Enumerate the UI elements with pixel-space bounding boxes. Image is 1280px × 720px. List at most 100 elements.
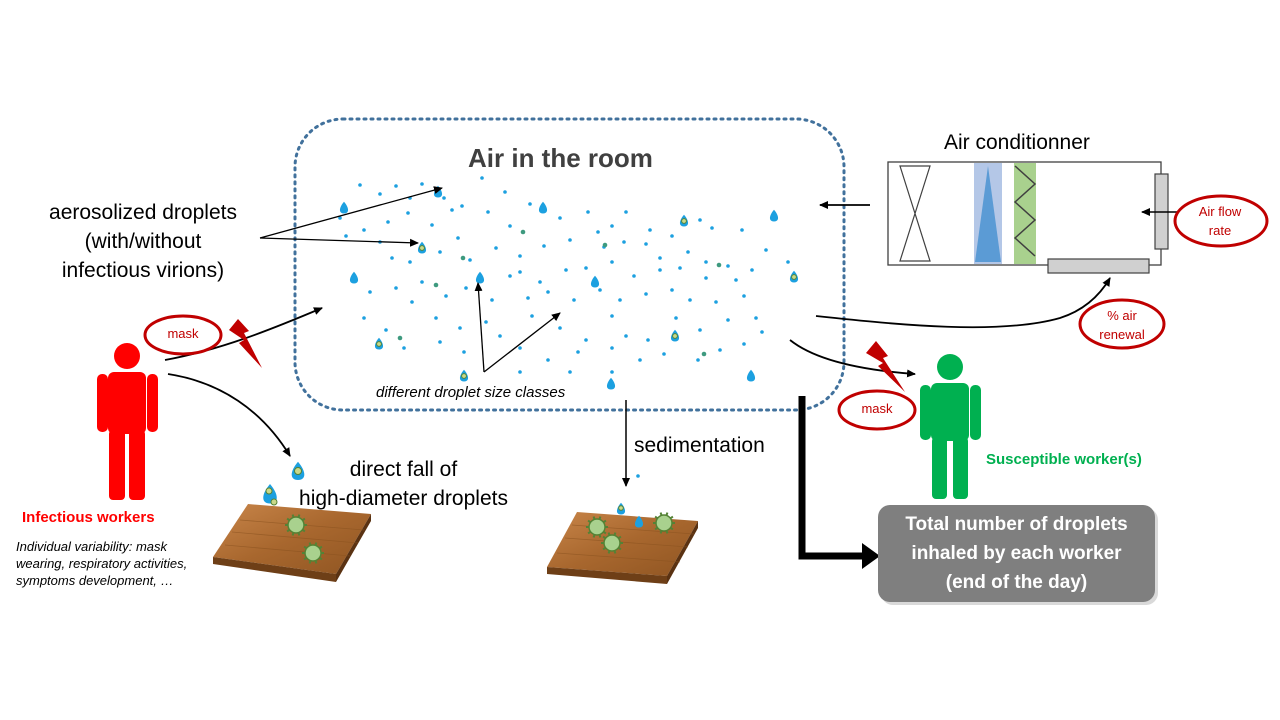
aerosol-line-1: aerosolized droplets bbox=[49, 201, 237, 224]
small-droplet-icon bbox=[636, 474, 640, 478]
small-droplet-icon bbox=[344, 234, 348, 238]
small-droplet-icon bbox=[410, 300, 414, 304]
airflow-label: Air flow rate bbox=[1172, 202, 1268, 240]
sedimentation-label: sedimentation bbox=[634, 434, 765, 457]
total-line-2: inhaled by each worker bbox=[911, 543, 1122, 564]
small-droplet-icon bbox=[754, 316, 758, 320]
small-droplet-icon bbox=[764, 248, 768, 252]
small-droplet-icon bbox=[658, 268, 662, 272]
small-droplet-icon bbox=[704, 276, 708, 280]
aerosol-label: aerosolized droplets (with/without infec… bbox=[28, 198, 258, 285]
small-droplet-icon bbox=[518, 370, 522, 374]
droplet-icon bbox=[769, 209, 779, 222]
small-droplet-icon bbox=[430, 223, 434, 227]
room-boundary bbox=[293, 117, 846, 412]
virion-icon bbox=[601, 532, 623, 554]
small-droplet-icon bbox=[688, 298, 692, 302]
small-droplet-icon bbox=[358, 183, 362, 187]
small-droplet-icon bbox=[480, 176, 484, 180]
small-droplet-icon bbox=[696, 358, 700, 362]
small-droplet-icon bbox=[390, 256, 394, 260]
small-droplet-icon bbox=[438, 340, 442, 344]
direct-fall-label: direct fall of high-diameter droplets bbox=[286, 455, 521, 513]
small-droplet-icon bbox=[526, 296, 530, 300]
virion-icon bbox=[672, 333, 678, 339]
small-droplet-icon bbox=[658, 256, 662, 260]
small-droplet-icon bbox=[546, 290, 550, 294]
small-droplet-icon bbox=[618, 298, 622, 302]
renewal-label: % air renewal bbox=[1080, 306, 1164, 344]
infected-droplet-icon bbox=[397, 335, 403, 341]
droplet-icon bbox=[475, 271, 485, 284]
small-droplet-icon bbox=[384, 328, 388, 332]
small-droplet-icon bbox=[362, 228, 366, 232]
aerosol-arrow-1 bbox=[259, 186, 443, 239]
infected-droplet-icon bbox=[701, 351, 707, 357]
small-droplet-icon bbox=[710, 226, 714, 230]
small-droplet-icon bbox=[610, 224, 614, 228]
virion-icon bbox=[265, 487, 273, 495]
small-droplet-icon bbox=[503, 190, 507, 194]
small-droplet-icon bbox=[698, 328, 702, 332]
small-droplet-icon bbox=[508, 224, 512, 228]
total-arrow bbox=[798, 396, 866, 560]
small-droplet-icon bbox=[742, 342, 746, 346]
infected-droplet-icon bbox=[520, 229, 526, 235]
small-droplet-icon bbox=[402, 346, 406, 350]
virion-icon bbox=[294, 467, 302, 475]
small-droplet-icon bbox=[598, 288, 602, 292]
total-arrowhead bbox=[862, 543, 880, 569]
lightning-icon bbox=[229, 319, 262, 368]
small-droplet-icon bbox=[378, 192, 382, 196]
small-droplet-icon bbox=[484, 320, 488, 324]
small-droplet-icon bbox=[740, 228, 744, 232]
small-droplet-icon bbox=[558, 216, 562, 220]
table-icon bbox=[213, 504, 371, 582]
susceptible-worker-icon bbox=[920, 354, 981, 499]
total-line-1: Total number of droplets bbox=[905, 514, 1128, 535]
small-droplet-icon bbox=[518, 254, 522, 258]
small-droplet-icon bbox=[670, 234, 674, 238]
infected-droplet-icon bbox=[433, 282, 439, 288]
droplet-icon bbox=[590, 275, 600, 288]
small-droplet-icon bbox=[394, 184, 398, 188]
direct-fall-line-1: direct fall of bbox=[349, 458, 458, 481]
airflow-line-1: Air flow bbox=[1198, 204, 1242, 219]
small-droplet-icon bbox=[528, 202, 532, 206]
room-title: Air in the room bbox=[468, 143, 653, 173]
large-droplets bbox=[339, 185, 799, 390]
small-droplet-icon bbox=[750, 268, 754, 272]
virion-icon bbox=[419, 245, 425, 251]
small-droplet-icon bbox=[362, 316, 366, 320]
small-droplet-icon bbox=[458, 326, 462, 330]
small-droplet-icon bbox=[438, 250, 442, 254]
small-droplet-icon bbox=[610, 260, 614, 264]
infected-droplet-icon bbox=[716, 262, 722, 268]
table-icon bbox=[547, 512, 698, 584]
size-arrow-2 bbox=[483, 312, 561, 373]
small-droplet-icon bbox=[338, 216, 342, 220]
small-droplet-icon bbox=[568, 238, 572, 242]
small-droplet-icon bbox=[460, 204, 464, 208]
mask-ellipse-2 bbox=[837, 389, 917, 431]
small-droplet-icon bbox=[572, 298, 576, 302]
renewal-ellipse bbox=[1078, 298, 1166, 350]
small-droplet-icon bbox=[368, 290, 372, 294]
small-droplet-icon bbox=[408, 260, 412, 264]
small-droplet-icon bbox=[726, 318, 730, 322]
small-droplet-icon bbox=[718, 348, 722, 352]
small-droplet-icon bbox=[632, 274, 636, 278]
aerosol-arrow-2 bbox=[259, 237, 419, 247]
small-droplet-icon bbox=[698, 218, 702, 222]
size-arrow-1 bbox=[474, 282, 485, 373]
infected-droplet-icon bbox=[460, 255, 466, 261]
small-droplet-icon bbox=[508, 274, 512, 278]
falling-droplets bbox=[263, 461, 644, 528]
small-droplet-icon bbox=[686, 250, 690, 254]
small-droplet-icon bbox=[456, 236, 460, 240]
small-droplet-icon bbox=[760, 330, 764, 334]
small-droplet-icon bbox=[586, 210, 590, 214]
airflow-line-2: rate bbox=[1208, 223, 1232, 238]
droplet-sizes-label: different droplet size classes bbox=[376, 384, 566, 401]
small-droplet-icon bbox=[558, 326, 562, 330]
